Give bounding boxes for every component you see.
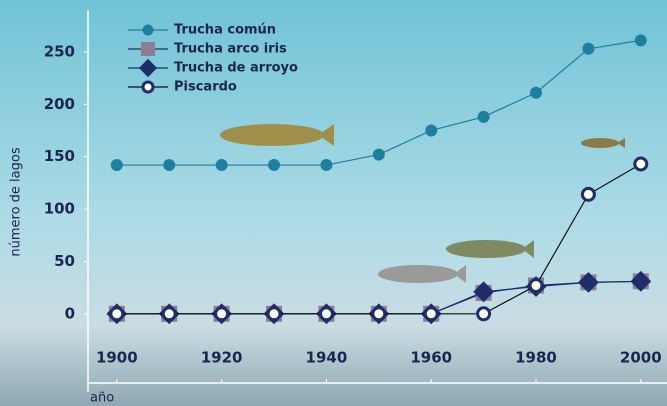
marker (143, 82, 153, 92)
marker (478, 308, 490, 320)
marker (268, 308, 280, 320)
legend-label: Piscardo (174, 80, 237, 95)
marker (583, 43, 594, 54)
x-tick-label: 1960 (410, 349, 452, 367)
marker (373, 308, 385, 320)
marker (635, 158, 647, 170)
marker (425, 308, 437, 320)
marker (111, 160, 122, 171)
marker (373, 149, 384, 160)
x-tick-label: 1940 (306, 349, 348, 367)
legend-label: Trucha arco iris (174, 42, 287, 57)
marker (216, 308, 228, 320)
background (0, 0, 667, 406)
x-tick-label: 2000 (620, 349, 662, 367)
marker (216, 160, 227, 171)
y-tick-label: 250 (44, 42, 75, 60)
marker (163, 308, 175, 320)
marker (635, 35, 646, 46)
marker (530, 280, 542, 292)
marker (143, 25, 153, 35)
x-tick-label: 1980 (515, 349, 557, 367)
y-tick-label: 200 (44, 95, 75, 113)
y-axis-label: número de lagos (9, 147, 24, 256)
marker (478, 111, 489, 122)
marker (269, 160, 280, 171)
marker (320, 308, 332, 320)
y-tick-label: 50 (54, 252, 75, 270)
x-tick-label: 1900 (96, 349, 138, 367)
y-tick-label: 100 (44, 200, 75, 218)
marker (531, 87, 542, 98)
y-tick-label: 0 (65, 304, 75, 322)
marker (111, 308, 123, 320)
marker (164, 160, 175, 171)
x-tick-label: 1920 (201, 349, 243, 367)
marker (141, 42, 155, 56)
legend-label: Trucha común (174, 23, 276, 38)
marker (582, 188, 594, 200)
y-tick-label: 150 (44, 147, 75, 165)
chart: número de lagos año 0 50 100 150 200 250 1900 1… (0, 0, 667, 406)
marker (426, 125, 437, 136)
x-axis-label: año (90, 391, 114, 406)
legend-label: Trucha de arroyo (174, 61, 298, 76)
marker (321, 160, 332, 171)
